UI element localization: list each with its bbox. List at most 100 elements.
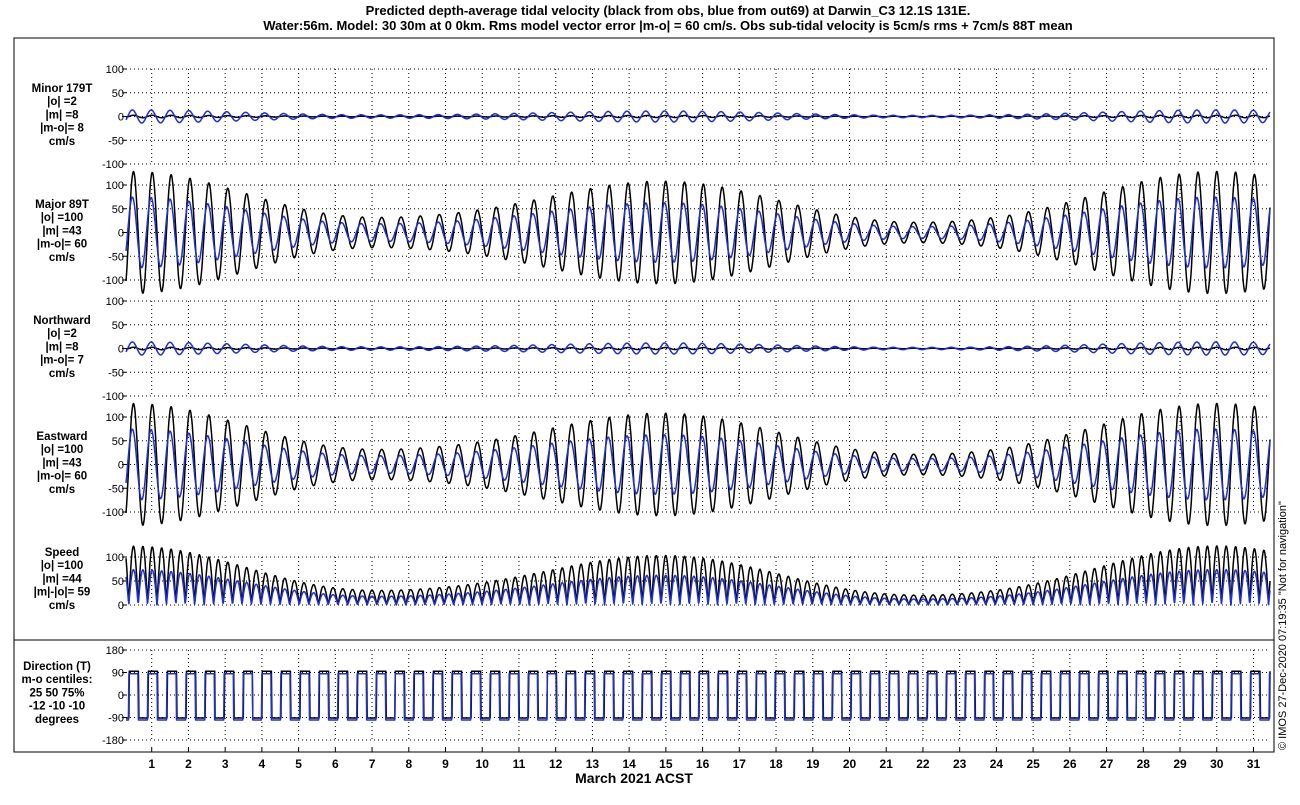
y-tick-label: -50 xyxy=(108,367,124,379)
series-model-line xyxy=(125,428,1271,501)
lower-frame xyxy=(13,639,1275,753)
x-tick-label: 14 xyxy=(622,757,636,771)
y-tick-label: 0 xyxy=(118,112,124,124)
x-tick-label: 26 xyxy=(1063,757,1077,771)
y-tick-label: -100 xyxy=(102,507,124,519)
y-tick-label: 50 xyxy=(112,88,124,100)
panel-label-line: |m-o|= 7 xyxy=(40,355,84,367)
panel-label-line: cm/s xyxy=(49,368,75,380)
panel-label-line: Direction (T) xyxy=(23,661,91,673)
y-tick-label: 50 xyxy=(112,436,124,448)
panel-label-line: -12 -10 -10 xyxy=(29,701,85,713)
y-tick-label: 0 xyxy=(118,600,124,612)
y-tick-label: -100 xyxy=(102,391,124,403)
panel-minor: Minor 179T|o| =2|m| =8 |m-o|= 8cm/s -100 -5… xyxy=(32,64,1271,171)
series-model-line xyxy=(125,568,1271,606)
y-tick-label: -180 xyxy=(102,735,124,747)
panel-label-line: |m| =43 xyxy=(42,457,81,469)
x-tick-label: 22 xyxy=(916,757,930,771)
x-tick-label: 16 xyxy=(696,757,710,771)
x-tick-label: 27 xyxy=(1100,757,1114,771)
panel-label-line: |m-o|= 60 xyxy=(37,239,87,251)
panel-label-line: |m| =44 xyxy=(42,573,82,585)
panel-label-line: |m| =8 xyxy=(46,109,80,121)
series-model-line xyxy=(125,341,1271,356)
y-tick-label: 100 xyxy=(106,412,124,424)
y-tick-label: 0 xyxy=(118,344,124,356)
x-tick-label: 17 xyxy=(733,757,747,771)
x-tick-label: 1 xyxy=(148,757,155,771)
x-axis-label: March 2021 ACST xyxy=(575,770,693,786)
x-tick-label: 10 xyxy=(476,757,490,771)
panel-label-line: m-o centiles: xyxy=(22,674,93,686)
y-tick-label: 50 xyxy=(112,320,124,332)
y-tick-label: -50 xyxy=(108,251,124,263)
y-tick-label: 100 xyxy=(106,296,124,308)
panel-label-line: |o| =2 xyxy=(47,96,77,108)
copyright-side-text: © IMOS 27-Dec-2020 07:19:35 "Not for nav… xyxy=(1277,501,1289,750)
x-tick-label: 19 xyxy=(806,757,820,771)
panel-label-line: |m|-|o|= 59 xyxy=(34,587,91,599)
panel-label-line: degrees xyxy=(35,714,79,726)
x-tick-label: 8 xyxy=(405,757,412,771)
x-tick-label: 9 xyxy=(442,757,449,771)
y-tick-label: -100 xyxy=(102,275,124,287)
panel-label-line: |o| =100 xyxy=(41,212,84,224)
x-tick-label: 5 xyxy=(295,757,302,771)
y-tick-label: 0 xyxy=(118,460,124,472)
x-tick-label: 30 xyxy=(1210,757,1224,771)
x-tick-label: 3 xyxy=(222,757,229,771)
x-tick-label: 15 xyxy=(659,757,673,771)
x-tick-label: 20 xyxy=(843,757,857,771)
series-obs-line xyxy=(125,402,1271,527)
y-tick-label: 50 xyxy=(112,204,124,216)
panel-label-line: cm/s xyxy=(49,252,75,264)
panel-label-line: |o| =100 xyxy=(41,444,84,456)
x-tick-label: 11 xyxy=(513,757,526,771)
y-tick-label: 0 xyxy=(118,690,124,702)
x-axis: 1 2 3 4 5 6 7 8 9 10 11 12 13 14 15 16 17 18 19 20 21 22 23 24 2… xyxy=(126,747,1270,771)
series-model-line xyxy=(125,109,1271,124)
panel-label-line: cm/s xyxy=(49,600,75,612)
y-tick-label: 0 xyxy=(118,228,124,240)
chart-title-line-2: Water:56m. Model: 30 30m at 0 0km. Rms m… xyxy=(263,18,1073,33)
x-tick-label: 2 xyxy=(185,757,192,771)
panel-direction: Direction (T)m-o centiles:25 50 75% -12 -… xyxy=(22,645,1271,747)
upper-frame xyxy=(13,37,1275,641)
y-tick-label: -90 xyxy=(108,713,124,725)
x-tick-label: 18 xyxy=(769,757,783,771)
panels-layer: Minor 179T|o| =2|m| =8|m-o|= 8cm/s-100-5… xyxy=(13,37,1275,753)
panel-label-line: Eastward xyxy=(36,431,87,443)
x-tick-label: 23 xyxy=(953,757,967,771)
x-tick-label: 25 xyxy=(1026,757,1040,771)
x-tick-label: 29 xyxy=(1173,757,1187,771)
panel-label-line: |m| =43 xyxy=(42,225,81,237)
y-tick-label: -50 xyxy=(108,483,124,495)
panel-label-line: |m| =8 xyxy=(46,341,80,353)
chart-title-line-1: Predicted depth-average tidal velocity (… xyxy=(366,3,971,18)
series-obs-line xyxy=(125,170,1271,295)
x-tick-label: 13 xyxy=(586,757,600,771)
y-tick-label: 100 xyxy=(106,552,124,564)
panel-label-line: Northward xyxy=(33,315,91,327)
y-tick-label: -50 xyxy=(108,135,124,147)
x-tick-label: 24 xyxy=(990,757,1004,771)
panel-north: Northward|o| =2|m| =8 |m-o|= 7cm/s -100 -50… xyxy=(33,296,1271,403)
y-tick-label: 100 xyxy=(106,64,124,76)
panel-label-line: Speed xyxy=(45,547,80,559)
x-tick-label: 6 xyxy=(332,757,339,771)
panel-label-line: cm/s xyxy=(49,484,75,496)
x-tick-label: 7 xyxy=(369,757,376,771)
panel-label-line: 25 50 75% xyxy=(30,687,85,699)
y-tick-label: 90 xyxy=(112,668,124,680)
y-tick-label: -100 xyxy=(102,159,124,171)
y-tick-label: 180 xyxy=(106,645,124,657)
panel-label-line: cm/s xyxy=(49,136,75,148)
x-tick-label: 28 xyxy=(1137,757,1151,771)
panel-label-line: |m-o|= 60 xyxy=(37,471,87,483)
series-model-line xyxy=(125,673,1271,721)
